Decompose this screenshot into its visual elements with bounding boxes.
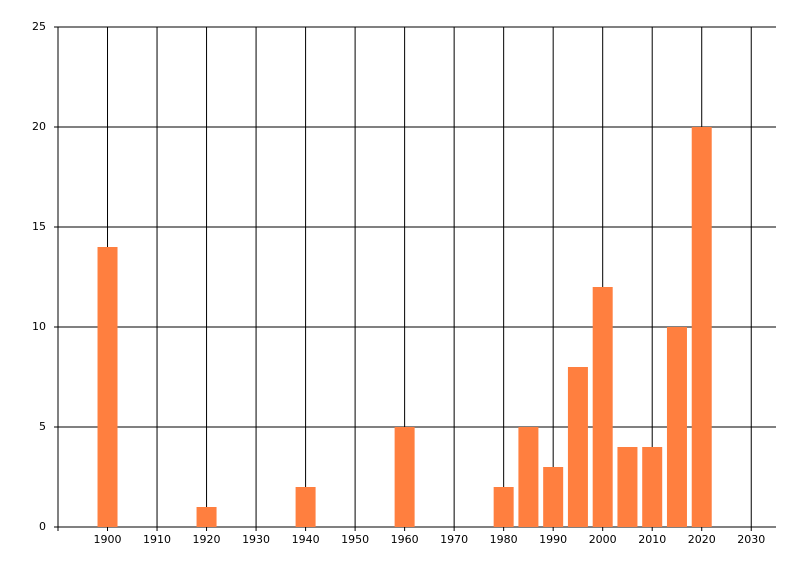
y-tick-label: 0 xyxy=(39,520,46,533)
y-tick-label: 20 xyxy=(32,120,46,133)
y-tick-label: 25 xyxy=(32,20,46,33)
x-tick-label: 1950 xyxy=(341,533,369,546)
x-tick-label: 1940 xyxy=(292,533,320,546)
y-tick-label: 5 xyxy=(39,420,46,433)
x-tick-label: 1960 xyxy=(391,533,419,546)
bar xyxy=(196,507,217,527)
x-tick-label: 2030 xyxy=(737,533,765,546)
bar xyxy=(493,487,514,527)
bar xyxy=(97,247,118,527)
x-tick-label: 1910 xyxy=(143,533,171,546)
y-tick-label: 10 xyxy=(32,320,46,333)
x-tick-label: 1990 xyxy=(539,533,567,546)
x-tick-label: 1900 xyxy=(94,533,122,546)
bar xyxy=(691,127,712,527)
bar xyxy=(666,327,687,527)
x-tick-label: 1980 xyxy=(490,533,518,546)
x-tick-label: 2000 xyxy=(589,533,617,546)
bar xyxy=(642,447,663,527)
bar xyxy=(543,467,564,527)
x-tick-label: 1930 xyxy=(242,533,270,546)
bar xyxy=(592,287,613,527)
bar xyxy=(617,447,638,527)
bar xyxy=(295,487,316,527)
x-tick-label: 1970 xyxy=(440,533,468,546)
bar xyxy=(518,427,539,527)
bar xyxy=(394,427,415,527)
x-tick-label: 1920 xyxy=(193,533,221,546)
x-tick-label: 2010 xyxy=(638,533,666,546)
x-tick-label: 2020 xyxy=(688,533,716,546)
y-tick-label: 15 xyxy=(32,220,46,233)
bar xyxy=(567,367,588,527)
